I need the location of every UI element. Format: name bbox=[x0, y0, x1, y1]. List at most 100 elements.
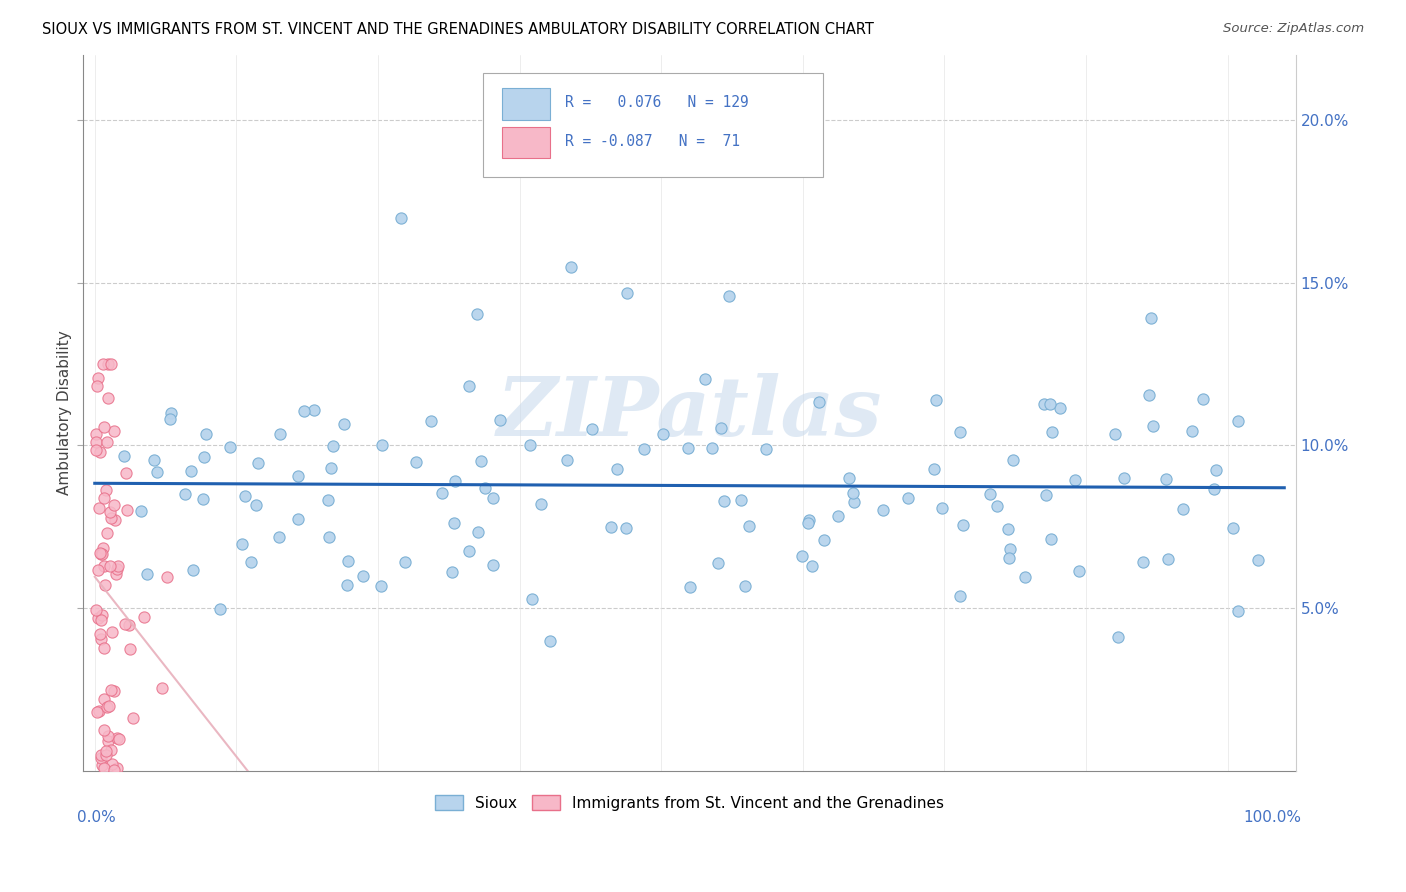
Point bbox=[813, 533, 835, 547]
Point bbox=[979, 487, 1001, 501]
Point bbox=[114, 617, 136, 632]
Point bbox=[191, 491, 214, 506]
Point bbox=[181, 563, 204, 577]
Point bbox=[105, 561, 128, 575]
Point bbox=[89, 627, 111, 641]
Point bbox=[467, 524, 489, 539]
Point bbox=[474, 482, 496, 496]
Point bbox=[105, 566, 128, 581]
Point bbox=[97, 729, 120, 743]
Point bbox=[104, 513, 127, 527]
Point bbox=[86, 379, 108, 393]
Point bbox=[430, 486, 453, 500]
Point bbox=[195, 427, 218, 442]
Point bbox=[93, 641, 115, 656]
Point bbox=[115, 503, 138, 517]
Point bbox=[931, 500, 953, 515]
Point bbox=[614, 521, 637, 535]
Point bbox=[797, 516, 820, 530]
Point bbox=[519, 438, 541, 452]
Point bbox=[96, 526, 118, 541]
Point bbox=[100, 757, 122, 772]
Point bbox=[470, 454, 492, 468]
Point bbox=[233, 489, 256, 503]
Point bbox=[713, 494, 735, 508]
Point bbox=[118, 618, 141, 632]
Point bbox=[90, 547, 112, 561]
Point bbox=[482, 491, 505, 505]
Point bbox=[93, 558, 115, 573]
Point bbox=[1192, 392, 1215, 407]
Text: SIOUX VS IMMIGRANTS FROM ST. VINCENT AND THE GRENADINES AMBULATORY DISABILITY CO: SIOUX VS IMMIGRANTS FROM ST. VINCENT AND… bbox=[42, 22, 875, 37]
Point bbox=[520, 592, 543, 607]
Point bbox=[986, 499, 1008, 513]
Point bbox=[103, 498, 125, 512]
Point bbox=[371, 438, 394, 452]
Point bbox=[96, 700, 118, 714]
Point bbox=[997, 522, 1019, 536]
Point bbox=[1222, 521, 1244, 535]
Point bbox=[97, 733, 120, 747]
Point bbox=[108, 732, 131, 747]
Point bbox=[318, 530, 340, 544]
FancyBboxPatch shape bbox=[502, 88, 550, 120]
Point bbox=[1154, 472, 1177, 486]
Point bbox=[98, 558, 121, 573]
Point bbox=[93, 723, 115, 737]
Point bbox=[100, 743, 122, 757]
Point bbox=[394, 555, 416, 569]
Point bbox=[94, 744, 117, 758]
Text: R =   0.076   N = 129: R = 0.076 N = 129 bbox=[565, 95, 748, 110]
Point bbox=[105, 761, 128, 775]
Point bbox=[872, 503, 894, 517]
Point bbox=[90, 747, 112, 762]
Point bbox=[1226, 414, 1249, 428]
Point bbox=[730, 493, 752, 508]
Point bbox=[240, 555, 263, 569]
Point bbox=[112, 449, 135, 463]
Point bbox=[89, 445, 111, 459]
Point bbox=[93, 692, 115, 706]
Point bbox=[231, 537, 253, 551]
Point bbox=[219, 441, 242, 455]
Point bbox=[1140, 311, 1163, 326]
Point bbox=[952, 518, 974, 533]
Point bbox=[87, 563, 110, 577]
Point bbox=[444, 475, 467, 489]
Point bbox=[1069, 564, 1091, 578]
Point bbox=[555, 453, 578, 467]
Point bbox=[103, 764, 125, 778]
Point bbox=[710, 421, 733, 435]
Text: R = -0.087   N =  71: R = -0.087 N = 71 bbox=[565, 134, 740, 148]
Point bbox=[827, 509, 849, 524]
Point bbox=[93, 491, 115, 505]
Point bbox=[842, 486, 865, 500]
Point bbox=[1137, 388, 1160, 402]
Point bbox=[304, 403, 326, 417]
Point bbox=[336, 578, 359, 592]
Point bbox=[91, 357, 114, 371]
Point bbox=[838, 471, 860, 485]
Point bbox=[808, 395, 831, 409]
Point bbox=[1247, 553, 1270, 567]
Point bbox=[156, 570, 179, 584]
Point bbox=[420, 414, 443, 428]
Point bbox=[1033, 397, 1056, 411]
FancyBboxPatch shape bbox=[502, 127, 550, 158]
Point bbox=[1181, 425, 1204, 439]
Point bbox=[678, 580, 700, 594]
Point bbox=[120, 641, 142, 656]
Point bbox=[89, 704, 111, 718]
Point bbox=[121, 711, 143, 725]
Point bbox=[560, 260, 582, 274]
Point bbox=[90, 632, 112, 646]
Point bbox=[458, 544, 481, 558]
Point bbox=[488, 413, 510, 427]
Point bbox=[247, 456, 270, 470]
Point bbox=[150, 681, 173, 695]
Point bbox=[89, 545, 111, 559]
Point bbox=[84, 427, 107, 442]
Point bbox=[97, 357, 120, 371]
Point bbox=[100, 511, 122, 525]
Point bbox=[90, 613, 112, 627]
